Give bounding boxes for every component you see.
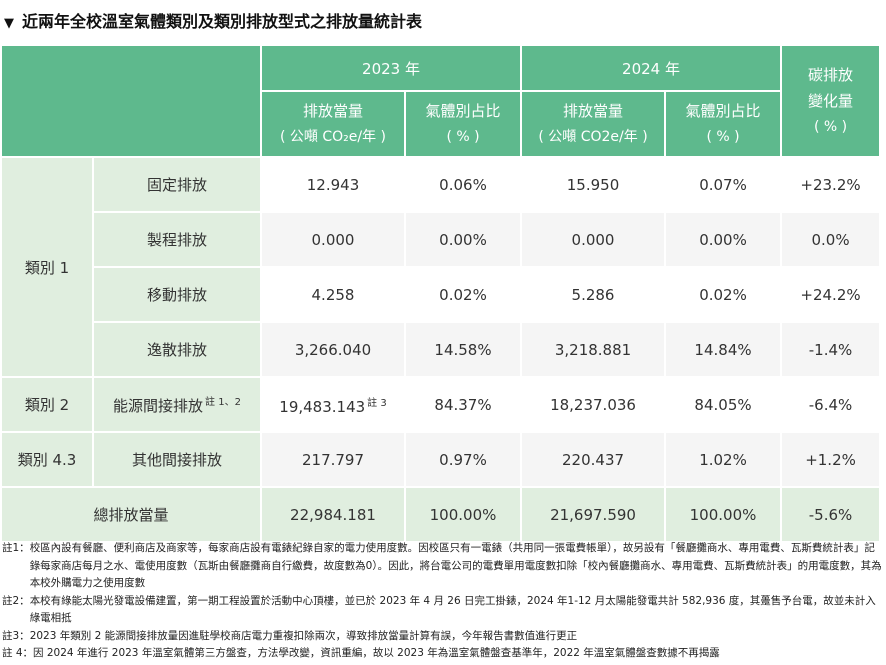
value-2023: 217.797 (260, 431, 406, 488)
ratio-2023: 0.00% (403, 211, 523, 268)
header-ratio-2024: 氣體別占比 ( % ) (664, 90, 783, 158)
ratio-2024: 14.84% (664, 321, 783, 378)
total-label: 總排放當量 (0, 486, 262, 543)
value-2023: 12.943 (260, 156, 406, 213)
value-text: 19,483.143 (279, 397, 366, 416)
value-2024: 15.950 (520, 156, 667, 213)
type-cell: 固定排放 (92, 156, 262, 213)
table-row: 移動排放 4.258 0.02% 5.286 0.02% +24.2% (1, 266, 882, 323)
change-cell: -6.4% (780, 376, 882, 433)
change-cell: +1.2% (780, 431, 882, 488)
ratio-2024: 84.05% (664, 376, 783, 433)
header-emission-2023: 排放當量 ( 公噸 CO₂e/年 ) (260, 90, 406, 158)
ratio-2023: 0.06% (403, 156, 523, 213)
header-emission-2024: 排放當量 ( 公噸 CO2e/年 ) (520, 90, 667, 158)
ratio-2024: 0.00% (664, 211, 783, 268)
footnotes: 註1： 校區內設有餐廳、便利商店及商家等，每家商店設有電錶紀錄自家的電力使用度數。… (2, 540, 882, 663)
footnote-text: 校區內設有餐廳、便利商店及商家等，每家商店設有電錶紀錄自家的電力使用度數。因校區… (29, 542, 882, 589)
change-cell: -1.4% (780, 321, 882, 378)
page-title: ▼ 近兩年全校溫室氣體類別及類別排放型式之排放量統計表 (4, 8, 422, 36)
title-text: 近兩年全校溫室氣體類別及類別排放型式之排放量統計表 (22, 12, 423, 31)
category-cell: 類別 4.3 (0, 431, 94, 488)
type-label: 能源間接排放 (113, 397, 204, 415)
ratio-2023: 84.37% (403, 376, 523, 433)
header-ratio-label: 氣體別占比 (425, 102, 501, 120)
header-emission-unit: ( 公噸 CO₂e/年 ) (279, 129, 386, 145)
header-ratio-2023: 氣體別占比 ( % ) (403, 90, 523, 158)
footnote-key: 註1： (2, 542, 30, 554)
category-cell: 類別 2 (0, 376, 94, 433)
type-cell: 逸散排放 (92, 321, 262, 378)
header-emission-unit: ( 公噸 CO2e/年 ) (538, 129, 648, 145)
header-change-unit: ( % ) (813, 119, 848, 135)
footnote-key: 註3： (2, 629, 30, 642)
change-cell: +23.2% (780, 156, 882, 213)
type-cell: 移動排放 (92, 266, 262, 323)
footnote-text: 本校有綠能太陽光發電設備建置，第一期工程設置於活動中心頂樓，並已於 2023 年… (29, 594, 876, 625)
header-change-label-2: 變化量 (808, 92, 854, 110)
header-emission-label: 排放當量 (302, 102, 363, 120)
footnote-ref: 註 1、2 (205, 397, 241, 408)
table-row: 製程排放 0.000 0.00% 0.000 0.00% 0.0% (1, 211, 882, 268)
footnote-key: 註 4： (2, 647, 34, 659)
type-cell: 能源間接排放註 1、2 (92, 376, 262, 433)
header-ratio-label: 氣體別占比 (685, 102, 761, 120)
total-change: -5.6% (780, 486, 882, 543)
ratio-2024: 0.07% (664, 156, 783, 213)
ratio-2024: 0.02% (664, 266, 783, 323)
header-emission-label: 排放當量 (563, 102, 624, 120)
table-row: 類別 4.3 其他間接排放 217.797 0.97% 220.437 1.02… (0, 431, 882, 488)
ratio-2023: 0.02% (403, 266, 523, 323)
value-2023: 0.000 (260, 211, 406, 268)
value-2024: 220.437 (520, 431, 667, 488)
header-ratio-unit: ( % ) (446, 129, 480, 145)
change-cell: 0.0% (780, 211, 882, 268)
footnote-ref: 註 3 (367, 397, 387, 409)
change-cell: +24.2% (780, 266, 882, 323)
footnote-4: 註 4：因 2024 年進行 2023 年溫室氣體第三方盤查，方法學改變，資訊重… (2, 645, 882, 663)
header-blank (0, 44, 262, 158)
total-value-2023: 22,984.181 (260, 486, 406, 543)
total-ratio-2023: 100.00% (403, 486, 523, 543)
value-2024: 0.000 (520, 211, 667, 268)
ratio-2024: 1.02% (664, 431, 783, 488)
header-change-label-1: 碳排放 (808, 66, 854, 84)
value-2024: 3,218.881 (520, 321, 667, 378)
total-ratio-2024: 100.00% (664, 486, 783, 543)
value-2024: 5.286 (520, 266, 667, 323)
footnote-3: 註3： 2023 年類別 2 能源間接排放量因進駐學校商店電力重複扣除兩次，導致排… (2, 628, 882, 646)
header-year-2023: 2023 年 (259, 44, 523, 92)
emissions-table: 2023 年 2024 年 碳排放 變化量 ( % ) 排放當量 ( 公噸 CO… (0, 44, 882, 543)
footnote-text: 2023 年類別 2 能源間接排放量因進駐學校商店電力重複扣除兩次，導致排放當量… (29, 629, 578, 642)
footnote-2: 註2： 本校有綠能太陽光發電設備建置，第一期工程設置於活動中心頂樓，並已於 202… (2, 593, 882, 628)
value-2023: 3,266.040 (260, 321, 406, 378)
ratio-2023: 14.58% (403, 321, 523, 378)
value-2023: 19,483.143 註 3 (260, 376, 406, 433)
triangle-marker-icon: ▼ (4, 16, 14, 31)
category-cell: 類別 1 (0, 156, 94, 378)
type-cell: 其他間接排放 (92, 431, 262, 488)
table-row: 類別 1 固定排放 12.943 0.06% 15.950 0.07% +23.… (0, 156, 882, 378)
footnote-text: 因 2024 年進行 2023 年溫室氣體第三方盤查，方法學改變，資訊重編，故以… (33, 647, 720, 659)
table-row: 逸散排放 3,266.040 14.58% 3,218.881 14.84% -… (1, 321, 882, 378)
header-year-2024: 2024 年 (520, 44, 783, 92)
footnote-key: 註2： (2, 594, 30, 607)
type-cell: 製程排放 (92, 211, 262, 268)
value-2023: 4.258 (260, 266, 406, 323)
table-row: 類別 2 能源間接排放註 1、2 19,483.143 註 3 84.37% 18… (0, 376, 882, 433)
header-ratio-unit: ( % ) (706, 129, 740, 145)
value-2024: 18,237.036 (520, 376, 667, 433)
header-change: 碳排放 變化量 ( % ) (780, 44, 882, 158)
footnote-1: 註1： 校區內設有餐廳、便利商店及商家等，每家商店設有電錶紀錄自家的電力使用度數。… (2, 540, 882, 593)
total-value-2024: 21,697.590 (520, 486, 667, 543)
total-row: 總排放當量 22,984.181 100.00% 21,697.590 100.… (0, 486, 882, 543)
ratio-2023: 0.97% (403, 431, 523, 488)
